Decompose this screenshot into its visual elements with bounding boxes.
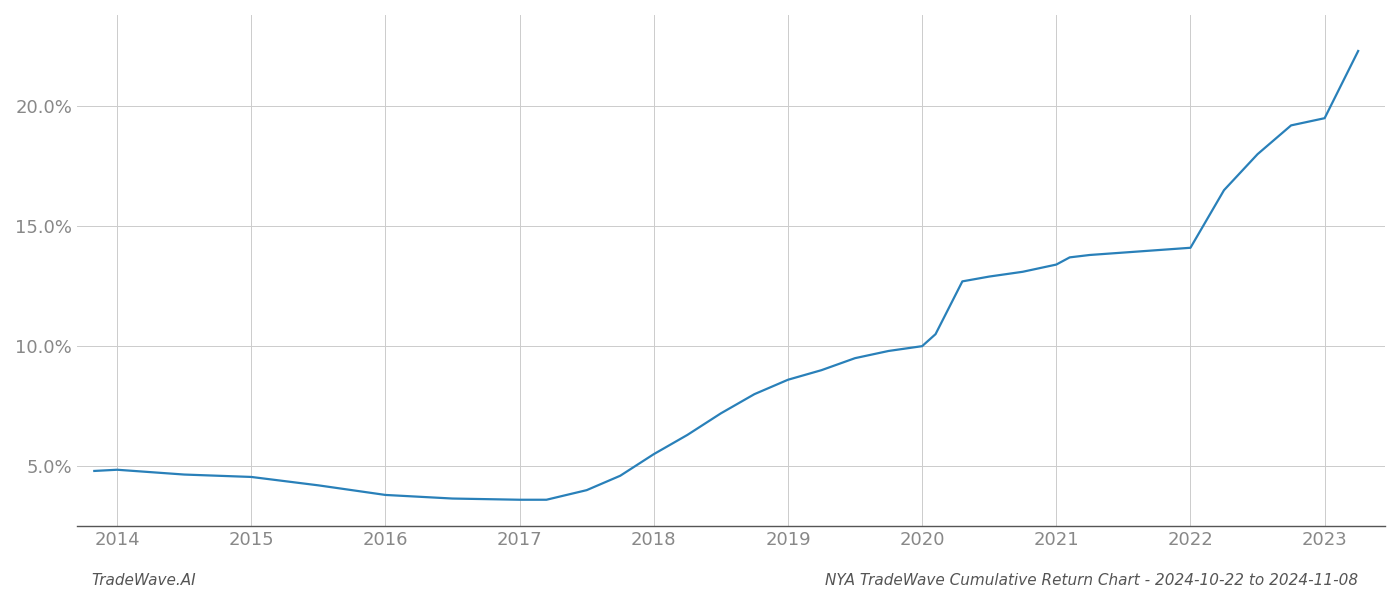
Text: NYA TradeWave Cumulative Return Chart - 2024-10-22 to 2024-11-08: NYA TradeWave Cumulative Return Chart - … [825,573,1358,588]
Text: TradeWave.AI: TradeWave.AI [91,573,196,588]
